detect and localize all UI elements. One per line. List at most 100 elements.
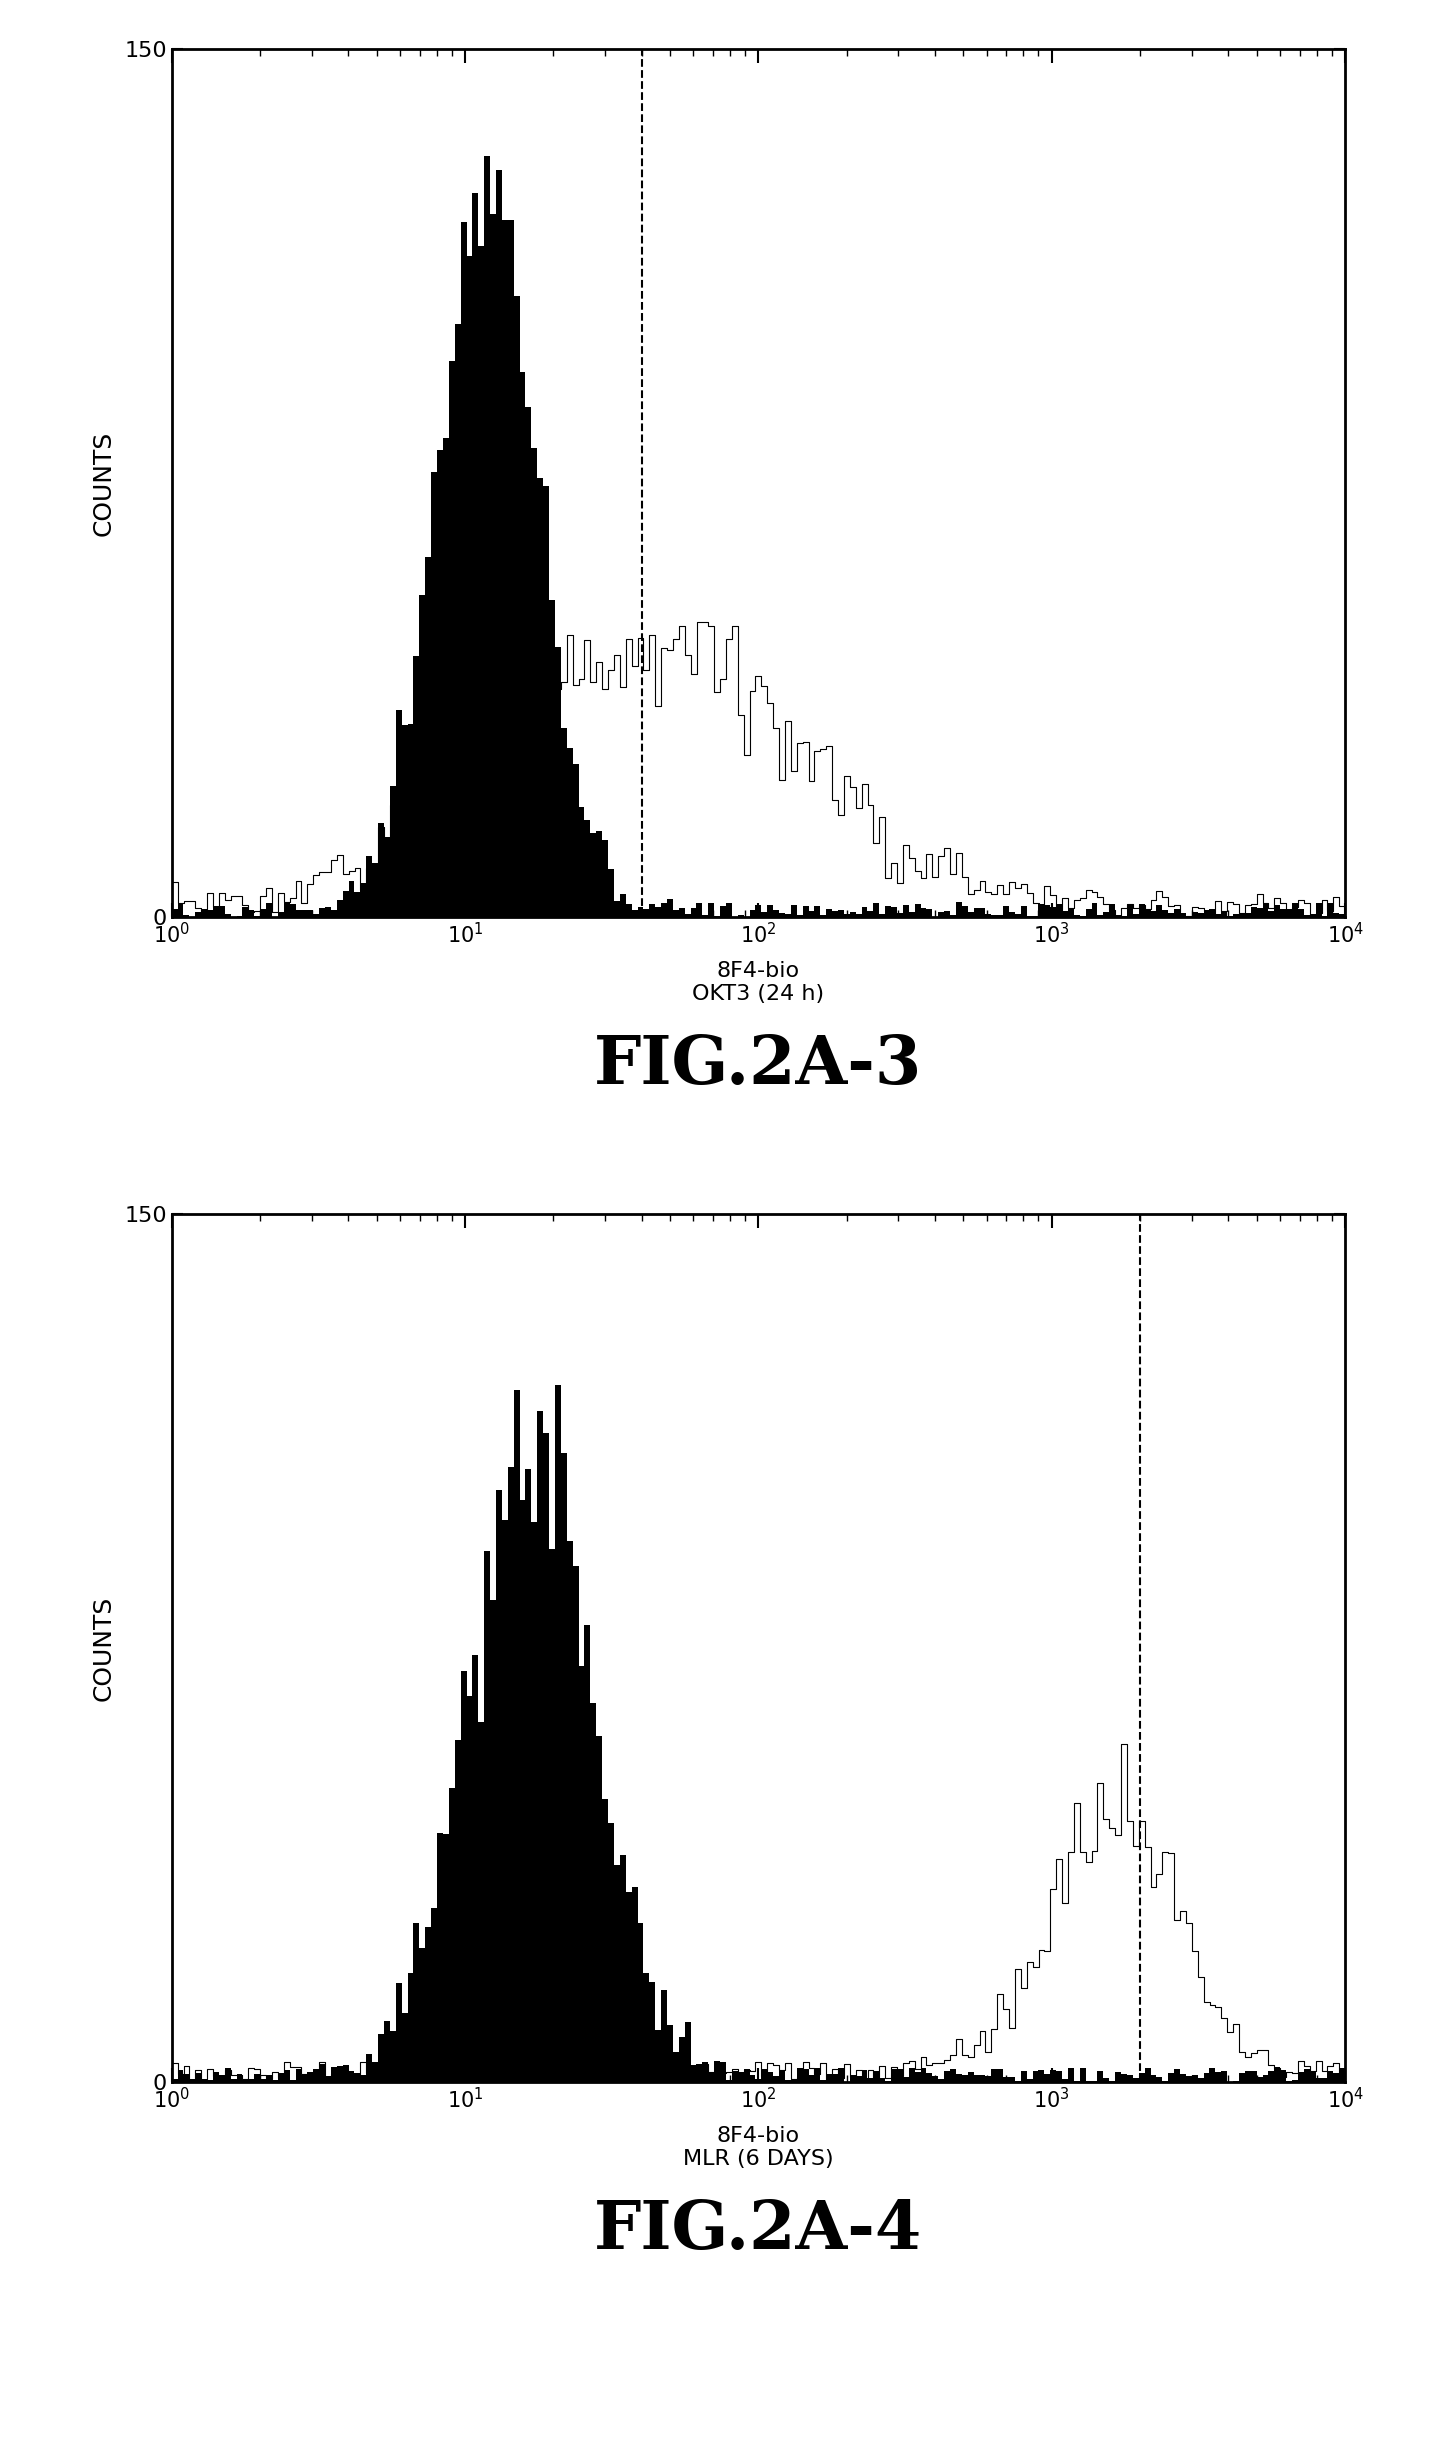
Bar — [361, 2075, 366, 2083]
Bar — [1045, 905, 1050, 917]
Bar — [578, 1666, 584, 2083]
Bar — [202, 910, 207, 917]
Bar — [255, 2073, 260, 2083]
Bar — [684, 2021, 691, 2083]
Bar — [172, 2080, 177, 2083]
Bar — [791, 905, 797, 917]
Bar — [325, 908, 331, 917]
Bar — [1039, 2070, 1045, 2083]
Bar — [720, 2061, 726, 2083]
Bar — [213, 905, 219, 917]
Bar — [325, 2075, 331, 2083]
Bar — [678, 2038, 684, 2083]
Bar — [219, 2075, 225, 2083]
Bar — [489, 1599, 497, 2083]
Bar — [514, 297, 519, 917]
Bar — [1056, 903, 1062, 917]
Bar — [1139, 905, 1145, 917]
Bar — [1209, 908, 1215, 917]
Bar — [355, 2073, 361, 2083]
Bar — [502, 221, 508, 917]
Bar — [1298, 908, 1304, 917]
Bar — [1139, 2073, 1145, 2083]
Bar — [444, 1835, 449, 2083]
Bar — [933, 2075, 939, 2083]
Bar — [308, 2073, 313, 2083]
Bar — [997, 2070, 1003, 2083]
Bar — [567, 748, 572, 917]
Bar — [514, 1391, 519, 2083]
Bar — [731, 2070, 738, 2083]
Bar — [814, 905, 820, 917]
Bar — [809, 2075, 814, 2083]
Bar — [1339, 913, 1345, 917]
Bar — [625, 1891, 631, 2083]
Bar — [1328, 2070, 1334, 2083]
Bar — [1168, 2073, 1173, 2083]
Bar — [1309, 913, 1315, 917]
Bar — [831, 2073, 839, 2083]
Bar — [1020, 2070, 1026, 2083]
Bar — [1221, 2070, 1228, 2083]
Bar — [638, 1923, 644, 2083]
Bar — [850, 2075, 856, 2083]
Bar — [708, 903, 714, 917]
Bar — [986, 2075, 992, 2083]
Bar — [219, 905, 225, 917]
Bar — [761, 913, 767, 917]
Bar — [1181, 2073, 1186, 2083]
Bar — [336, 2065, 342, 2083]
Bar — [650, 1982, 655, 2083]
Bar — [691, 2065, 697, 2083]
Bar — [839, 2068, 844, 2083]
Bar — [425, 557, 431, 917]
Bar — [1334, 913, 1339, 917]
Bar — [602, 839, 608, 917]
Bar — [903, 2078, 909, 2083]
Bar — [914, 2073, 920, 2083]
Bar — [986, 915, 992, 917]
Bar — [826, 910, 831, 917]
Bar — [389, 2031, 396, 2083]
Bar — [673, 910, 678, 917]
Bar — [283, 2070, 289, 2083]
Bar — [1321, 2078, 1328, 2083]
Bar — [678, 908, 684, 917]
Bar — [537, 1410, 544, 2083]
Bar — [967, 913, 973, 917]
Bar — [1156, 2078, 1162, 2083]
Bar — [319, 908, 325, 917]
Bar — [814, 2068, 820, 2083]
Bar — [1198, 2078, 1203, 2083]
Bar — [1039, 905, 1045, 917]
Bar — [1215, 2070, 1221, 2083]
Bar — [331, 2068, 336, 2083]
Bar — [1162, 910, 1168, 917]
Bar — [561, 1452, 567, 2083]
Bar — [508, 1467, 514, 2083]
Bar — [189, 2080, 195, 2083]
Bar — [544, 486, 550, 917]
Bar — [455, 324, 461, 917]
Bar — [655, 908, 661, 917]
Bar — [431, 1908, 436, 2083]
Bar — [756, 2080, 761, 2083]
Bar — [402, 726, 408, 917]
Bar — [655, 2029, 661, 2083]
Bar — [1309, 2073, 1315, 2083]
Bar — [1334, 2073, 1339, 2083]
Bar — [296, 2070, 302, 2083]
Bar — [1020, 905, 1026, 917]
Bar — [1173, 2068, 1181, 2083]
Bar — [1315, 2078, 1321, 2083]
Bar — [472, 194, 478, 917]
Bar — [1256, 2078, 1262, 2083]
Bar — [1092, 903, 1098, 917]
Bar — [867, 910, 873, 917]
Bar — [661, 903, 667, 917]
Bar — [1304, 2068, 1309, 2083]
Bar — [597, 1737, 602, 2083]
Bar — [939, 2080, 944, 2083]
Bar — [537, 478, 544, 917]
Bar — [436, 449, 444, 917]
